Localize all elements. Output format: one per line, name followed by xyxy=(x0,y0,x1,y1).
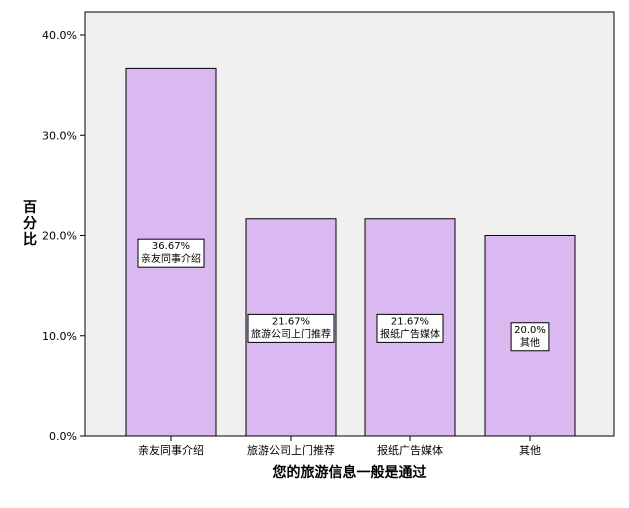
data-label-category: 亲友同事介绍 xyxy=(141,252,201,265)
data-label-value: 36.67% xyxy=(152,241,190,252)
data-label-category: 报纸广告媒体 xyxy=(380,327,440,340)
x-axis-title: 您的旅游信息一般是通过 xyxy=(273,464,427,481)
y-tick-label: 0.0% xyxy=(49,430,77,443)
x-tick-label: 亲友同事介绍 xyxy=(138,443,204,457)
x-axis: 亲友同事介绍 旅游公司上门推荐 报纸广告媒体 其他 xyxy=(85,435,614,457)
data-label-value: 21.67% xyxy=(391,316,429,327)
x-tick-label: 旅游公司上门推荐 xyxy=(247,443,335,457)
y-tick-label: 20.0% xyxy=(42,230,77,243)
x-tick-label: 其他 xyxy=(519,444,541,457)
y-axis: 0.0% 10.0% 20.0% 30.0% 40.0% xyxy=(42,12,86,443)
data-label-category: 其他 xyxy=(520,336,540,349)
y-tick-label: 30.0% xyxy=(42,129,77,142)
y-axis-title-char: 分 xyxy=(23,216,37,232)
y-tick-label: 40.0% xyxy=(42,29,77,42)
y-axis-title-char: 百 xyxy=(23,200,37,216)
data-label-value: 20.0% xyxy=(514,325,546,336)
data-label-box xyxy=(137,238,205,268)
y-tick-label: 10.0% xyxy=(42,330,77,343)
y-axis-title: 百分比 xyxy=(23,200,37,248)
data-label-box xyxy=(247,313,335,343)
x-tick-label: 报纸广告媒体 xyxy=(377,443,443,457)
data-label-box xyxy=(376,313,444,343)
data-label-box xyxy=(510,322,550,352)
data-label-value: 21.67% xyxy=(272,316,310,327)
data-label-category: 旅游公司上门推荐 xyxy=(251,327,331,340)
y-axis-title-char: 比 xyxy=(23,231,37,248)
